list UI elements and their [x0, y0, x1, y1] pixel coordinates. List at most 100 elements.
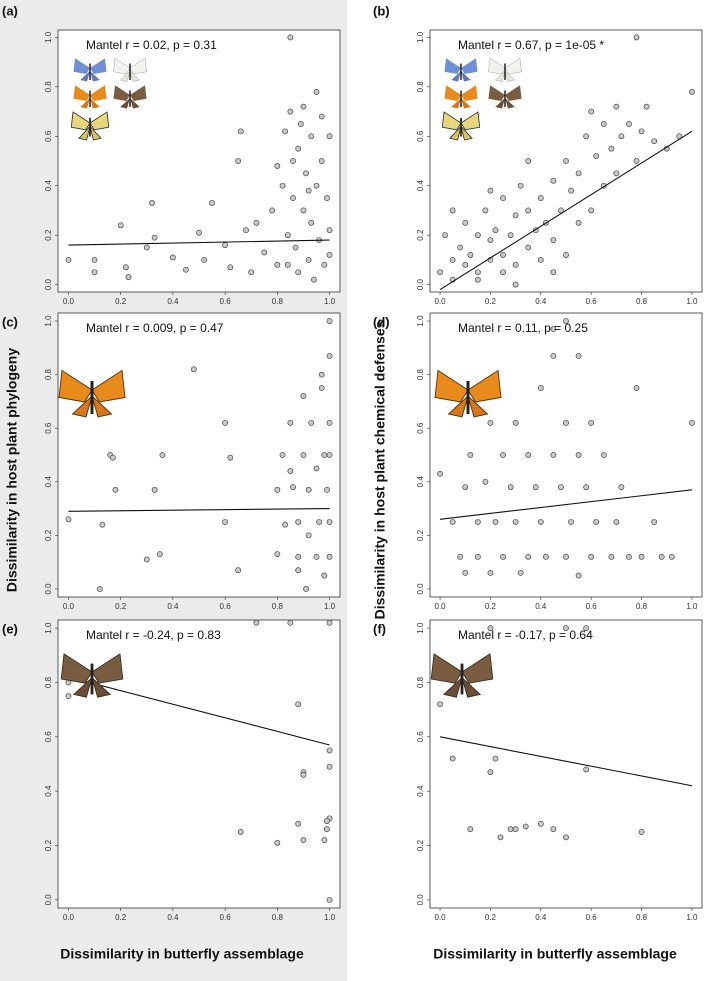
data-point — [316, 519, 323, 525]
y-tick-label: 0.4 — [44, 180, 53, 192]
data-point — [500, 269, 506, 276]
butterfly-image — [441, 111, 481, 141]
data-point — [474, 269, 481, 276]
data-point — [91, 256, 98, 263]
data-point — [274, 261, 281, 268]
x-tick-label: 0.8 — [272, 297, 284, 306]
data-point — [318, 158, 325, 164]
data-point — [525, 553, 532, 560]
data-point — [558, 484, 564, 491]
y-tick-label: 1.0 — [416, 31, 425, 43]
data-point — [462, 484, 469, 491]
data-point — [282, 521, 289, 528]
data-point — [295, 553, 302, 560]
data-point — [117, 222, 124, 229]
y-tick-label: 0.2 — [44, 229, 53, 241]
data-point — [313, 182, 320, 189]
x-tick-label: 0.0 — [63, 602, 75, 611]
data-point — [482, 478, 489, 485]
x-tick-label: 0.4 — [535, 297, 547, 306]
y-tick-label: 0.8 — [416, 676, 425, 688]
x-tick-label: 0.0 — [63, 297, 75, 306]
data-point — [235, 567, 242, 574]
y-tick-label: 0.0 — [416, 583, 425, 595]
data-point — [243, 227, 249, 234]
data-point — [512, 519, 519, 525]
data-point — [500, 452, 506, 458]
data-point — [295, 519, 302, 525]
data-point — [593, 519, 600, 525]
data-point — [318, 371, 325, 378]
data-point — [568, 519, 574, 525]
data-point — [563, 252, 569, 258]
data-point — [305, 256, 312, 263]
data-point — [227, 264, 234, 271]
x-tick-label: 0.2 — [115, 297, 127, 306]
data-point — [467, 452, 474, 458]
data-point — [550, 326, 557, 332]
x-tick-label: 0.0 — [435, 913, 447, 922]
data-point — [326, 747, 333, 754]
regression-line — [439, 736, 693, 787]
right-y-axis-label: Dissimilarity in host plant chemical def… — [372, 320, 388, 619]
data-point — [588, 419, 595, 426]
data-point — [467, 826, 474, 833]
panel-label: (f) — [373, 621, 386, 636]
data-point — [600, 121, 607, 127]
x-tick-label: 0.2 — [485, 602, 497, 611]
y-tick-label: 0.0 — [44, 894, 53, 906]
data-point — [487, 625, 494, 632]
data-point — [222, 242, 229, 248]
x-tick-label: 0.2 — [485, 297, 497, 306]
regression-line — [68, 508, 330, 512]
data-point — [500, 553, 506, 560]
x-tick-label: 0.2 — [115, 602, 127, 611]
panel: (c) 0.0 0.2 0.4 0.6 0.8 1.0 0.0 0.2 0.4 0.6 0.8 1.0 M… — [2, 312, 341, 611]
data-point — [618, 133, 625, 140]
data-point — [537, 195, 544, 201]
data-point — [608, 145, 615, 152]
data-point — [651, 519, 658, 525]
x-tick-label: 0.8 — [636, 602, 648, 611]
y-tick-label: 0.8 — [416, 369, 425, 381]
plot-area — [429, 312, 703, 598]
data-point — [326, 252, 333, 258]
y-tick-label: 0.0 — [416, 278, 425, 290]
data-point — [583, 133, 590, 140]
data-point — [282, 128, 289, 135]
data-point — [449, 207, 456, 214]
data-point — [593, 153, 600, 159]
data-point — [563, 419, 569, 426]
data-point — [638, 128, 645, 135]
data-point — [156, 551, 163, 558]
y-tick-label: 0.4 — [44, 476, 53, 488]
data-point — [190, 366, 197, 373]
data-point — [305, 532, 312, 539]
data-point — [474, 232, 481, 239]
data-point — [487, 569, 494, 576]
data-point — [550, 352, 557, 359]
butterfly-image — [488, 85, 522, 109]
y-tick-label: 0.2 — [416, 839, 425, 851]
data-point — [550, 269, 557, 276]
y-tick-label: 0.4 — [416, 180, 425, 192]
data-point — [550, 237, 557, 243]
data-point — [326, 452, 333, 458]
y-tick-label: 0.6 — [416, 422, 425, 434]
data-point — [125, 274, 132, 281]
data-point — [525, 452, 532, 458]
data-point — [437, 701, 443, 708]
data-point — [575, 219, 582, 226]
data-point — [462, 219, 469, 226]
data-point — [300, 207, 307, 214]
data-point — [151, 486, 158, 493]
butterfly-image — [113, 85, 147, 109]
data-point — [235, 158, 242, 164]
data-point — [487, 769, 494, 776]
data-point — [248, 269, 255, 276]
annotation: Mantel r = 0.11, p = 0.25 — [458, 321, 588, 335]
data-point — [308, 419, 315, 426]
data-point — [326, 619, 333, 626]
data-point — [159, 452, 166, 458]
data-point — [517, 182, 524, 189]
